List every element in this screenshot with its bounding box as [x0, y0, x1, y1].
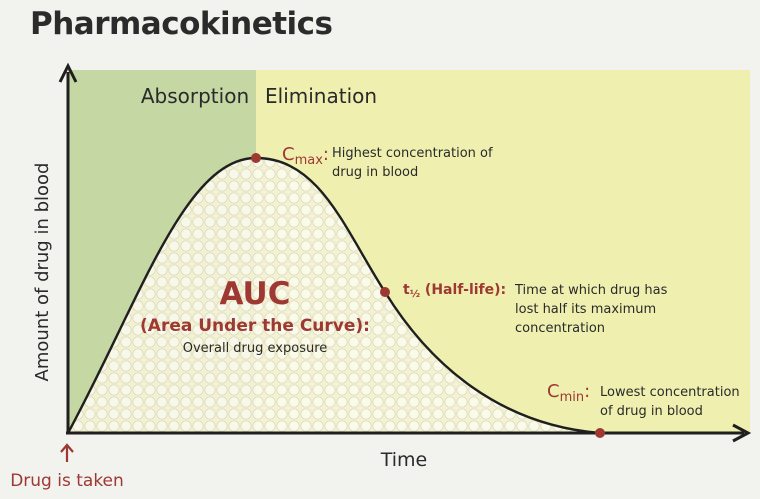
cmax-point — [251, 153, 261, 163]
y-axis-label: Amount of drug in blood — [32, 163, 53, 382]
cmin-desc-line1: Lowest concentration — [600, 385, 740, 400]
up-arrow-icon — [60, 443, 74, 462]
auc-title: AUC — [220, 276, 291, 312]
auc-description: Overall drug exposure — [183, 341, 328, 356]
cmin-desc-line2: of drug in blood — [600, 404, 703, 419]
concentration-curve — [66, 156, 601, 435]
half-life-desc-line3: concentration — [515, 321, 605, 336]
cmax-desc-line1: Highest concentration of — [332, 146, 493, 161]
half-life-desc-line2: lost half its maximum — [515, 302, 656, 317]
x-axis-arrow — [732, 423, 752, 443]
auc-subtitle: (Area Under the Curve): — [140, 316, 370, 336]
half-life-point — [380, 287, 390, 297]
absorption-label: Absorption — [141, 84, 249, 108]
cmin-point — [595, 428, 605, 438]
cmax-symbol: Cmax: — [282, 144, 329, 168]
half-life-desc-line1: Time at which drug has — [514, 283, 668, 298]
y-axis-arrow — [58, 62, 78, 83]
cmax-desc-line2: drug in blood — [332, 165, 418, 180]
drug-taken-label: Drug is taken — [10, 471, 124, 491]
cmin-symbol: Cmin: — [547, 381, 590, 405]
half-life-symbol: t½ (Half-life): — [403, 282, 506, 300]
elimination-label: Elimination — [265, 84, 377, 108]
auc-shaded-area — [68, 158, 600, 433]
x-axis-label: Time — [380, 449, 428, 471]
page-title: Pharmacokinetics — [30, 6, 333, 42]
